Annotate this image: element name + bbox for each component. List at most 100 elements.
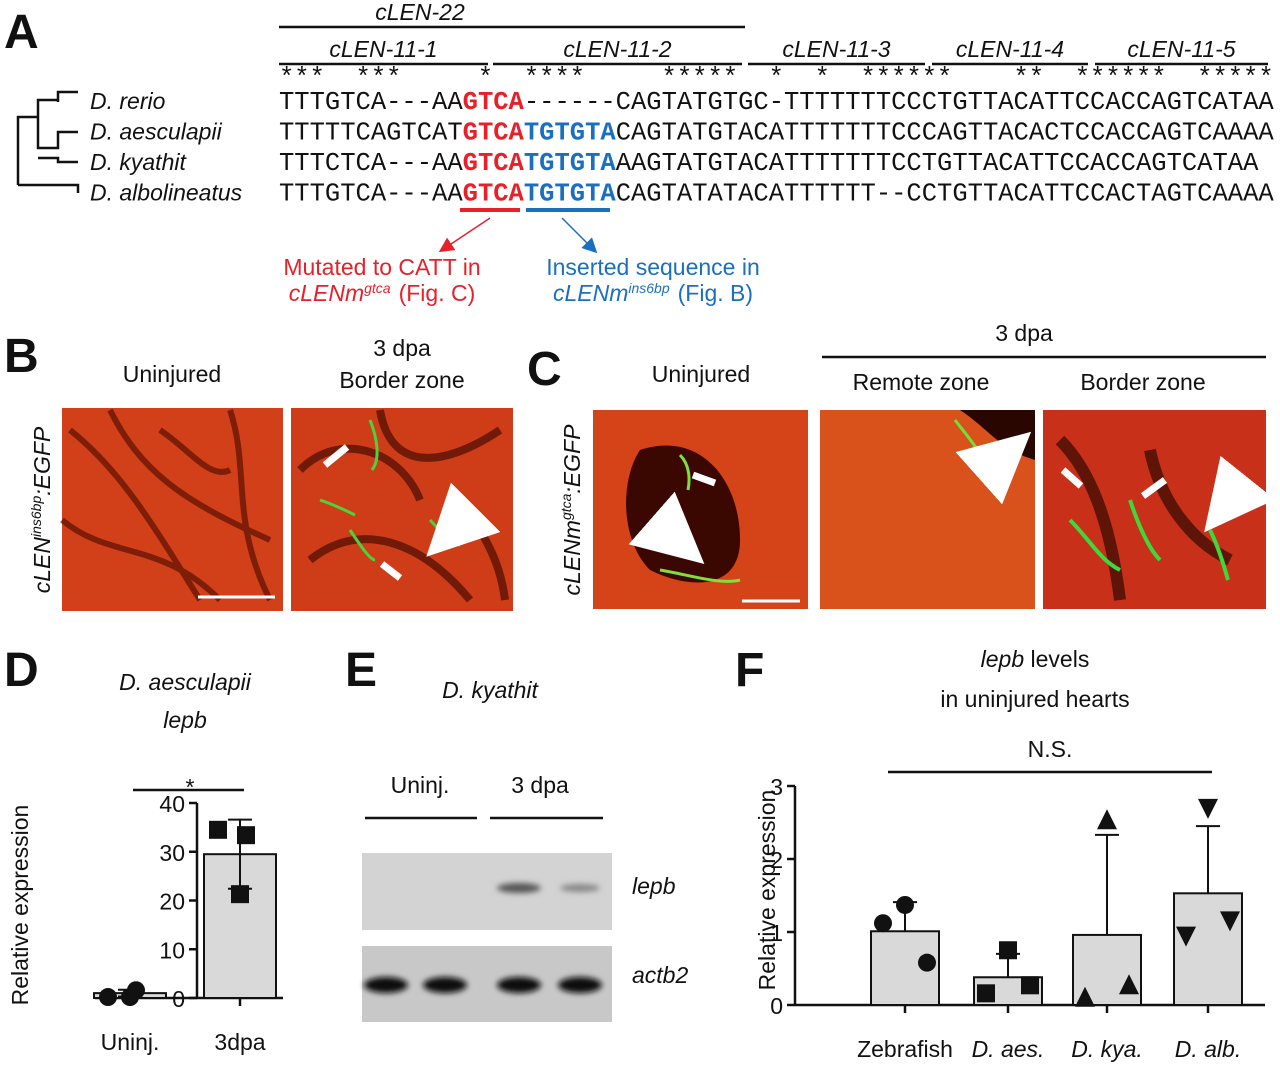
sequence-part: TTTCTCA---AA [279, 149, 463, 178]
sequence: TTTTTCAGTCATGTCATGTGTACAGTATGTACATTTTTTT… [279, 119, 1274, 148]
note: cLENmins6bp (Fig. B) [553, 280, 753, 306]
sequence-part: GTCA [463, 149, 525, 178]
note: cLENmgtca (Fig. C) [289, 280, 476, 306]
y-axis-label: Relative expression [7, 805, 33, 1006]
col-label: 3 dpa [995, 320, 1053, 346]
bar [1173, 892, 1243, 1006]
col-label: Border zone [339, 367, 464, 393]
point [209, 820, 227, 839]
micrograph [593, 410, 808, 609]
species: D. albolineatus [90, 180, 243, 206]
row-label: cLENins6bp:EGFP [28, 426, 55, 593]
chart-title: lepb [163, 707, 207, 733]
note-sup: ins6bp [628, 280, 669, 296]
gene-label: actb2 [632, 962, 688, 988]
segment-label: cLEN-11-3 [782, 36, 890, 62]
segment-label: cLEN-11-1 [329, 36, 437, 62]
note-name: cLENm [553, 280, 628, 306]
annotation: * [186, 774, 195, 800]
panel-title: D. kyathit [442, 677, 539, 703]
note: Mutated to CATT in [283, 254, 480, 280]
note-sup: gtca [364, 280, 391, 296]
panel-label: B [4, 330, 39, 383]
y-axis-label: Relative expression [754, 790, 780, 991]
point [874, 914, 892, 933]
note-ref: (Fig. C) [399, 280, 476, 306]
y-tick-label: 40 [159, 791, 185, 817]
segment-label: cLEN-11-4 [956, 36, 1064, 62]
point [1097, 809, 1117, 830]
point [237, 826, 255, 845]
point [231, 885, 249, 904]
annotation: N.S. [1028, 736, 1073, 762]
note-ref: (Fig. B) [678, 280, 753, 306]
point [1220, 911, 1240, 932]
sup: gtca [558, 493, 574, 520]
construct: cLENm [559, 520, 585, 595]
panel-label: E [345, 644, 377, 697]
sequence-part: GTCA [463, 88, 525, 117]
construct-label: cLEN-22 [375, 0, 465, 25]
species: D. aesculapii [90, 119, 223, 145]
col-label: Border zone [1080, 369, 1205, 395]
panel-label: C [527, 343, 562, 396]
point [1119, 974, 1139, 995]
col-label: Remote zone [853, 369, 990, 395]
micrograph [1043, 410, 1266, 609]
note: Inserted sequence in [546, 254, 760, 280]
species: D. rerio [90, 88, 166, 114]
point [1176, 926, 1196, 947]
panel-label: F [735, 644, 764, 697]
y-tick-label: 0 [770, 993, 783, 1019]
point [896, 895, 914, 914]
y-tick-label: 10 [159, 937, 185, 963]
micrograph [60, 408, 283, 611]
sequence: TTTCTCA---AAGTCATGTGTAAAGTATGTACATTTTTTT… [279, 149, 1259, 178]
group-label: Uninj. [391, 772, 450, 798]
conservation: *** *** * **** ***** * * ****** ** *****… [279, 64, 1280, 93]
suffix: :EGFP [559, 424, 585, 494]
y-tick-label: 2 [770, 847, 783, 873]
segment-label: cLEN-11-2 [563, 36, 671, 62]
row-label: cLENmgtca:EGFP [558, 424, 585, 596]
point [121, 988, 139, 1007]
suffix: :EGFP [29, 426, 55, 496]
alignment: D. rerio TTTGTCA---AAGTCA------CAGTATGTGC… [90, 88, 1274, 209]
x-tick-label: Uninj. [101, 1029, 160, 1055]
point [999, 941, 1017, 960]
x-tick-label: 3dpa [214, 1029, 265, 1055]
phylogeny [16, 90, 80, 193]
gene-label: lepb [632, 873, 676, 899]
point [1198, 798, 1218, 819]
point [1021, 976, 1039, 995]
y-tick-label: 1 [770, 920, 783, 946]
segments: cLEN-11-1 cLEN-11-2 cLEN-11-3 cLEN-11-4 cLEN… [279, 36, 1268, 66]
point [1075, 986, 1095, 1007]
y-tick-label: 3 [770, 774, 783, 800]
sequence-part: CAGTATGTACATTTTTTTCCCAGTTACACTCCACCAGTCA… [616, 119, 1275, 148]
x-tick-label: D. kya. [1071, 1036, 1143, 1062]
sequence: TTTGTCA---AAGTCA------CAGTATGTGC-TTTTTTT… [279, 88, 1274, 117]
sequence: TTTGTCA---AAGTCATGTGTACAGTATATACATTTTTT-… [279, 180, 1274, 209]
point [99, 988, 117, 1007]
chart-title: D. aesculapii [119, 669, 252, 695]
y-tick-label: 30 [159, 840, 185, 866]
chart-title: lepb levels [981, 646, 1090, 672]
gel [362, 853, 612, 1022]
x-tick-label: D. alb. [1175, 1036, 1241, 1062]
micrograph [291, 408, 513, 611]
sequence-part: AAGTATGTACATTTTTTTCCTGTTACATTCCACCAGTCAT… [616, 149, 1259, 178]
arrow [561, 217, 598, 254]
arrow [438, 217, 491, 253]
col-label: Uninjured [652, 361, 750, 387]
sequence-part: ------CAGTATGTGC-TTTTTTTCCCTGTTACATTCCAC… [524, 88, 1275, 117]
sequence-part: TTTTTCAGTCAT [279, 119, 463, 148]
sequence-part: TGTGTA [524, 149, 617, 178]
chart-title: in uninjured hearts [940, 686, 1129, 712]
point [977, 984, 995, 1003]
micrograph [820, 410, 1035, 609]
y-tick-label: 20 [159, 889, 185, 915]
sequence-part: CAGTATATACATTTTTT--CCTGTTACATTCCACTAGTCA… [616, 180, 1275, 209]
sequence-part: TTTGTCA---AA [279, 180, 463, 209]
